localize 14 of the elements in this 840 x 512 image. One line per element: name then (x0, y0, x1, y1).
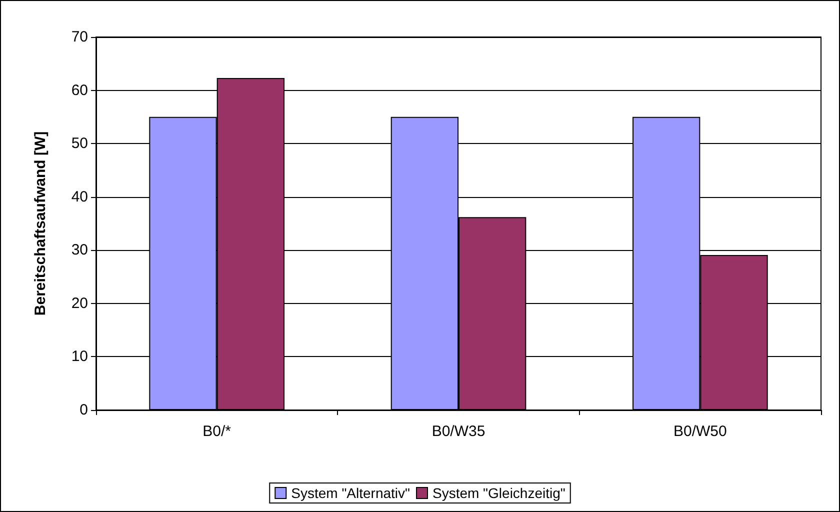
y-axis-title: Bereitschaftsaufwand [W] (32, 131, 49, 316)
x-tick-label: B0/W50 (673, 423, 727, 440)
y-tick-label: 20 (71, 294, 88, 312)
x-tick-label: B0/W35 (432, 423, 486, 440)
y-tick-label: 10 (71, 348, 88, 366)
y-tick-label: 40 (71, 188, 88, 206)
y-tick-label: 50 (71, 135, 88, 152)
x-tick-label: B0/* (202, 423, 232, 440)
y-tick-label: 60 (71, 82, 88, 99)
y-tick-label: 0 (80, 402, 88, 418)
y-tick-label: 30 (71, 242, 88, 259)
legend-label: System "Alternativ" (291, 485, 410, 501)
legend-label: System "Gleichzeitig" (432, 485, 566, 501)
y-tick-label: 70 (71, 28, 88, 46)
